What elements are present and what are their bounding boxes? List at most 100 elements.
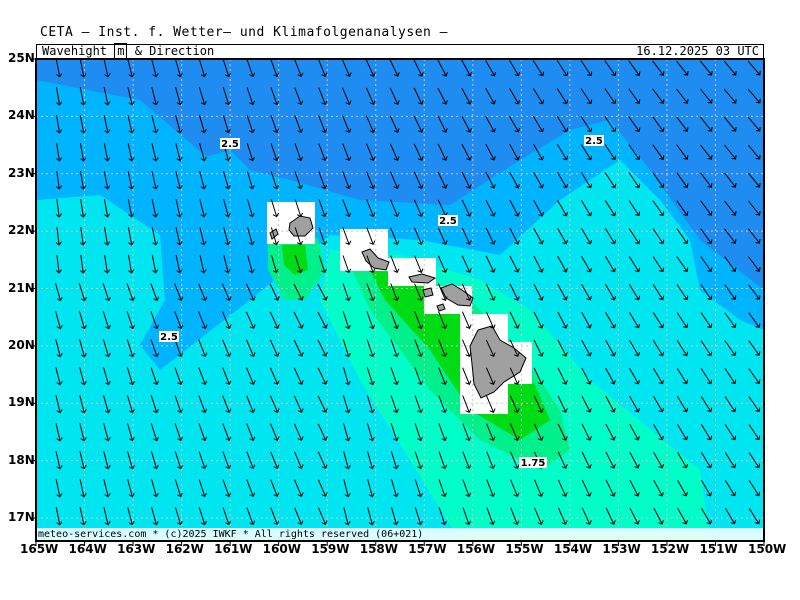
- direction-arrow: [437, 115, 446, 132]
- direction-arrow: [102, 283, 109, 301]
- direction-arrow: [605, 479, 614, 496]
- direction-arrow: [462, 367, 470, 385]
- direction-arrow: [246, 507, 253, 525]
- y-tick-label: 17N: [8, 510, 35, 525]
- direction-arrow: [485, 171, 494, 188]
- direction-arrow: [318, 171, 325, 189]
- direction-arrow: [509, 423, 517, 441]
- direction-arrow: [700, 396, 711, 411]
- contour-label: 2.5: [221, 139, 239, 150]
- direction-arrow: [533, 143, 543, 160]
- direction-arrow: [389, 115, 397, 132]
- direction-arrow: [414, 227, 422, 245]
- direction-arrow: [557, 451, 566, 468]
- direction-arrow: [270, 115, 277, 133]
- direction-arrow: [557, 199, 567, 216]
- direction-arrow: [103, 199, 107, 217]
- direction-arrow: [461, 171, 470, 188]
- direction-arrow: [294, 171, 301, 189]
- direction-arrow: [676, 228, 687, 244]
- direction-arrow: [556, 172, 566, 187]
- direction-arrow: [293, 423, 301, 440]
- direction-arrow: [57, 255, 59, 273]
- direction-arrow: [652, 144, 663, 160]
- direction-arrow: [55, 87, 59, 105]
- direction-arrow: [127, 87, 132, 105]
- direction-arrow: [222, 59, 229, 76]
- direction-arrow: [222, 479, 229, 497]
- direction-arrow: [294, 255, 300, 272]
- direction-arrow: [128, 255, 132, 273]
- direction-arrow: [270, 143, 277, 161]
- direction-arrow: [365, 115, 373, 133]
- direction-arrow: [438, 311, 446, 329]
- direction-arrow: [390, 227, 398, 245]
- direction-arrow: [343, 479, 349, 496]
- direction-arrow: [413, 115, 422, 132]
- direction-arrow: [557, 423, 566, 440]
- direction-arrow: [437, 255, 445, 272]
- direction-arrow: [342, 227, 349, 245]
- direction-arrow: [151, 115, 156, 132]
- direction-arrow: [103, 59, 108, 77]
- direction-arrow: [151, 143, 156, 161]
- direction-arrow: [581, 283, 591, 300]
- direction-arrow: [222, 367, 230, 385]
- direction-arrow: [151, 479, 157, 496]
- direction-arrow: [246, 59, 253, 77]
- direction-arrow: [293, 339, 302, 356]
- direction-arrow: [247, 199, 253, 216]
- direction-arrow: [127, 227, 131, 245]
- direction-arrow: [581, 339, 591, 356]
- direction-arrow: [269, 395, 277, 413]
- direction-arrow: [556, 60, 567, 75]
- direction-arrow: [390, 255, 398, 273]
- direction-arrow: [103, 143, 107, 161]
- direction-arrow: [318, 59, 326, 77]
- direction-arrow: [342, 143, 350, 161]
- direction-arrow: [55, 395, 60, 412]
- direction-arrow: [652, 200, 663, 216]
- direction-arrow: [723, 88, 736, 103]
- direction-arrow: [580, 200, 590, 215]
- direction-arrow: [294, 115, 301, 133]
- direction-arrow: [485, 143, 494, 160]
- direction-arrow: [56, 115, 60, 133]
- direction-arrow: [462, 507, 469, 525]
- direction-arrow: [57, 171, 60, 189]
- direction-arrow: [126, 395, 132, 412]
- direction-arrow: [79, 395, 85, 412]
- direction-arrow: [605, 339, 615, 356]
- direction-arrow: [438, 479, 445, 497]
- direction-arrow: [103, 451, 109, 468]
- direction-arrow: [462, 479, 469, 497]
- direction-arrow: [55, 59, 59, 77]
- direction-arrow: [150, 423, 156, 440]
- contour-label: 1.75: [521, 458, 546, 469]
- x-tick-label: 161W: [214, 542, 253, 556]
- direction-arrow: [509, 311, 518, 328]
- direction-arrow: [676, 116, 688, 131]
- direction-arrow: [223, 255, 228, 272]
- direction-arrow: [151, 59, 157, 76]
- direction-arrow: [246, 171, 252, 188]
- direction-arrow: [628, 172, 639, 188]
- direction-arrow: [175, 143, 180, 160]
- direction-arrow: [604, 172, 615, 187]
- direction-arrow: [413, 143, 422, 160]
- direction-arrow: [366, 311, 373, 329]
- direction-arrow: [438, 423, 445, 441]
- direction-arrow: [366, 143, 374, 161]
- direction-arrow: [246, 423, 254, 441]
- direction-arrow: [509, 227, 518, 244]
- direction-arrow: [174, 311, 181, 329]
- direction-arrow: [581, 479, 590, 496]
- direction-arrow: [198, 59, 204, 76]
- direction-arrow: [676, 60, 687, 75]
- direction-arrow: [246, 87, 253, 105]
- direction-arrow: [342, 367, 348, 384]
- direction-arrow: [485, 199, 494, 216]
- direction-arrow: [317, 339, 326, 356]
- map-subtitle-bar: Wavehight m & Direction 16.12.2025 03 UT…: [36, 43, 764, 59]
- direction-arrow: [367, 451, 373, 468]
